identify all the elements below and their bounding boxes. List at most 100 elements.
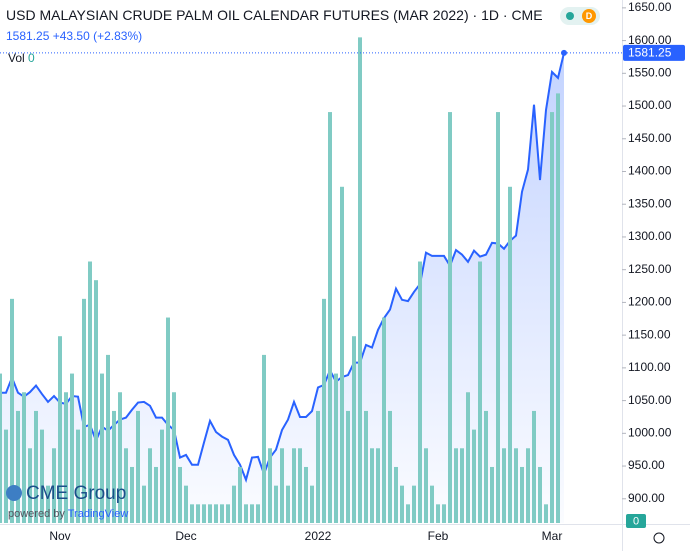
x-tick-label: Mar	[542, 529, 563, 543]
volume-bar	[190, 504, 194, 523]
y-tick-label: 1250.00	[628, 262, 672, 276]
volume-bar	[556, 93, 560, 524]
volume-bar	[148, 448, 152, 523]
volume-bar	[184, 485, 188, 523]
volume-bar	[202, 504, 206, 523]
volume-bar	[10, 298, 14, 523]
volume-bar	[154, 466, 158, 523]
volume-bar	[364, 410, 368, 523]
volume-bar	[490, 466, 494, 523]
header: USD MALAYSIAN CRUDE PALM OIL CALENDAR FU…	[6, 7, 600, 65]
volume-bar	[442, 504, 446, 523]
volume-bar	[82, 298, 86, 523]
volume-bar	[94, 280, 98, 523]
volume-bar	[550, 112, 554, 524]
volume-bar	[436, 504, 440, 523]
volume-bar	[178, 466, 182, 523]
volume-bar	[412, 485, 416, 523]
price-area	[0, 52, 564, 523]
volume-bar	[538, 466, 542, 523]
volume-bar	[460, 448, 464, 523]
volume-bar	[382, 317, 386, 523]
volume-bar	[466, 392, 470, 523]
volume-bar	[232, 485, 236, 523]
y-tick-label: 1650.00	[628, 0, 672, 14]
volume-tag	[626, 514, 646, 528]
volume-bar	[496, 112, 500, 524]
volume-bar	[454, 448, 458, 523]
volume-bar	[316, 410, 320, 523]
volume-bar	[286, 485, 290, 523]
volume-bar	[160, 429, 164, 523]
volume-bar	[478, 261, 482, 523]
logo: CME Group powered by TradingView	[6, 483, 128, 520]
volume-bar	[430, 485, 434, 523]
volume-bar	[166, 317, 170, 523]
volume-bar	[376, 448, 380, 523]
volume-bar	[40, 429, 44, 523]
volume-bar	[328, 112, 332, 524]
volume-bar	[532, 410, 536, 523]
volume-bar	[304, 466, 308, 523]
volume-bar	[352, 336, 356, 523]
x-tick-label: 2022	[305, 529, 332, 543]
y-tick-label: 1400.00	[628, 164, 672, 178]
volume-bar	[448, 112, 452, 524]
volume-bar	[298, 448, 302, 523]
y-tick-label: 1550.00	[628, 65, 672, 79]
price-tag	[623, 44, 685, 61]
volume-bar	[238, 466, 242, 523]
badge-text: D	[586, 11, 593, 21]
volume-bar	[340, 186, 344, 524]
logo-globe	[6, 485, 22, 501]
volume-bar	[88, 261, 92, 523]
volume-bar	[52, 448, 56, 523]
volume-bar	[76, 429, 80, 523]
y-tick-label: 950.00	[628, 458, 665, 472]
volume-bar	[256, 504, 260, 523]
quote: 1581.25 +43.50 (+2.83%)	[6, 29, 142, 43]
volume-bar	[268, 448, 272, 523]
price-tag-label: 1581.25	[628, 46, 672, 60]
volume-bar	[280, 448, 284, 523]
volume-bar	[322, 298, 326, 523]
volume-bar	[400, 485, 404, 523]
volume-bar	[310, 485, 314, 523]
volume-bar	[346, 410, 350, 523]
volume-bar	[292, 448, 296, 523]
volume-bar	[244, 504, 248, 523]
volume-bar	[214, 504, 218, 523]
volume-bar	[514, 448, 518, 523]
volume-bar	[142, 485, 146, 523]
y-tick-label: 1600.00	[628, 33, 672, 47]
volume-bar	[4, 429, 8, 523]
y-tick-label: 1000.00	[628, 425, 672, 439]
y-tick-label: 1150.00	[628, 327, 671, 341]
y-tick-label: 1500.00	[628, 98, 672, 112]
last-point	[561, 49, 567, 56]
volume-label: Vol 0	[8, 51, 35, 65]
volume-bar	[472, 429, 476, 523]
logo-text: CME Group	[26, 483, 126, 504]
volume-bar	[544, 504, 548, 523]
volume-bar	[418, 261, 422, 523]
title: USD MALAYSIAN CRUDE PALM OIL CALENDAR FU…	[6, 7, 543, 23]
volume-bar	[334, 373, 338, 523]
volume-bar	[502, 448, 506, 523]
volume-bar	[394, 466, 398, 523]
volume-bar	[16, 410, 20, 523]
volume-bar	[22, 392, 26, 523]
volume-bar	[58, 336, 62, 523]
volume-bar	[0, 373, 2, 523]
volume-bar	[70, 373, 74, 523]
volume-bar	[508, 186, 512, 524]
volume-bar	[406, 504, 410, 523]
volume-bar	[196, 504, 200, 523]
volume-bar	[136, 410, 140, 523]
settings-icon[interactable]	[653, 532, 665, 544]
volume-bar	[526, 448, 530, 523]
x-tick-label: Nov	[49, 529, 70, 543]
volume-bar	[424, 448, 428, 523]
badge	[582, 9, 596, 23]
